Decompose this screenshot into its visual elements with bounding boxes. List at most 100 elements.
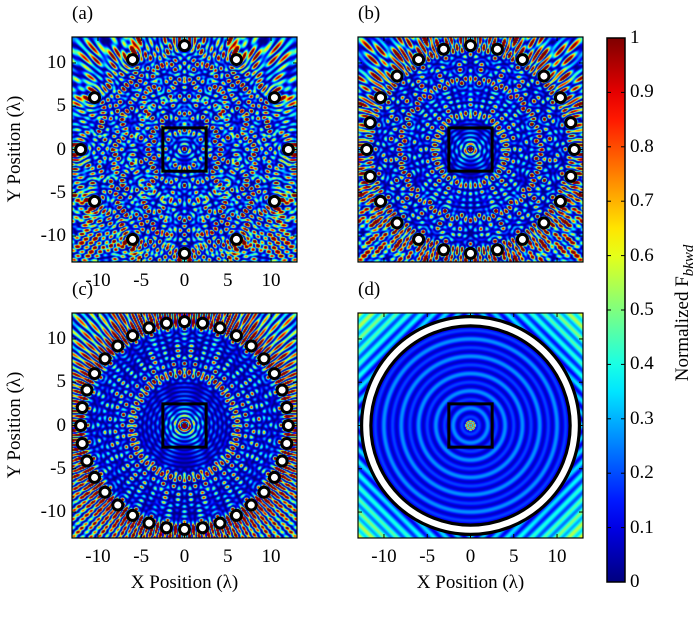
scatterer-cylinder [390, 216, 404, 230]
scatterer-cylinder [515, 53, 529, 67]
axes-frame [71, 312, 298, 539]
colorbar-label-subscript: bkwd [680, 244, 697, 277]
x-tick-label: -10 [85, 270, 111, 291]
scatterer-cylinder [267, 194, 281, 208]
y-axis-label: Y Position (λ) [4, 95, 25, 202]
scatterer-cylinder [88, 91, 102, 105]
scatterer-cylinder [229, 232, 243, 246]
scatterer-cylinder [490, 42, 504, 56]
scatterer-cylinder [281, 143, 295, 156]
x-tick-label: -10 [85, 546, 111, 567]
scatterer-cylinder [88, 470, 102, 484]
scatterer-cylinder [126, 232, 140, 246]
x-tick-label: 10 [261, 270, 281, 291]
panel-label: (a) [72, 3, 94, 24]
colorbar-label-main: Normalized F [672, 276, 694, 382]
y-tick-label: 0 [56, 138, 67, 160]
scatterer-cylinder [363, 116, 377, 130]
scatterer-cylinder [275, 383, 289, 397]
scatterer-cylinder [257, 485, 271, 499]
scatterer-cylinder [363, 169, 377, 183]
scatterer-cylinder [126, 329, 140, 343]
colorbar-tick-label: 0.8 [630, 135, 654, 157]
scatterer-cylinder [196, 521, 210, 535]
scatterer-cylinder [80, 383, 94, 397]
y-tick-label: 0 [56, 414, 67, 436]
scatterer-cylinder [142, 516, 156, 530]
x-tick-label: 5 [223, 270, 233, 291]
axes-frame [71, 36, 298, 263]
scatterer-cylinder [229, 508, 243, 522]
scatterer-cylinder [267, 367, 281, 381]
colorbar-tick-label: 0.3 [630, 407, 654, 429]
y-tick-label: 5 [56, 95, 67, 117]
target-region-box [447, 402, 494, 449]
colorbar-tick-label: 1 [630, 27, 640, 48]
colorbar-label: Normalized Fbkwd [672, 228, 698, 398]
scatterer-cylinder [178, 246, 191, 260]
scatterer-cylinder [553, 91, 567, 105]
scatterer-cylinder [537, 216, 551, 230]
panel-label: (d) [358, 279, 381, 300]
x-tick-label: 5 [509, 546, 519, 567]
axes-frame [357, 312, 584, 539]
y-tick-label: 10 [47, 327, 66, 349]
y-axis-label: Y Position (λ) [4, 371, 25, 478]
colorbar-tick-label: 0.4 [630, 353, 654, 375]
colorbar-tick-label: 0.6 [630, 244, 654, 266]
colorbar-tick-label: 0.2 [630, 462, 654, 484]
scatterer-cylinder [159, 316, 173, 330]
scatterer-cylinder [412, 53, 426, 67]
scatterer-cylinder [126, 508, 140, 522]
colorbar-tick-label: 0.9 [630, 81, 654, 103]
colorbar-tick-label: 0 [630, 571, 640, 592]
colorbar-tick-label: 0.5 [630, 299, 654, 320]
heatmap-c [72, 313, 297, 538]
scatterer-cylinder [126, 53, 140, 67]
scatterer-cylinder [437, 243, 451, 257]
scatterer-cylinder [515, 232, 529, 246]
x-tick-label: 0 [179, 546, 190, 567]
x-tick-label: 0 [179, 270, 190, 291]
y-tick-label: -10 [40, 501, 66, 523]
scatterer-cylinder [111, 498, 125, 512]
x-tick-label: 10 [261, 546, 281, 567]
panel-label: (c) [72, 279, 94, 300]
scatterer-cylinder [244, 339, 258, 353]
y-tick-label: -5 [50, 457, 66, 479]
scatterer-cylinder [537, 69, 551, 83]
scatterer-cylinder [178, 315, 191, 329]
scatterer-cylinder [142, 321, 156, 335]
scatterer-cylinder [229, 329, 243, 343]
scatterer-cylinder [374, 194, 388, 208]
scatterer-cylinder [75, 437, 89, 451]
scatterer-cylinder [75, 400, 89, 414]
scatterer-cylinder [88, 194, 102, 208]
x-tick-label: 10 [547, 546, 567, 567]
target-region-box [447, 126, 494, 173]
scatterer-cylinder [267, 91, 281, 105]
x-tick-label: -5 [133, 270, 150, 291]
x-tick-label: -5 [419, 546, 436, 567]
scatterer-cylinder [280, 400, 294, 414]
heatmap-a [72, 37, 297, 262]
axes-frame [357, 36, 584, 263]
scatterer-cylinder [98, 485, 112, 499]
target-region-box [161, 402, 208, 449]
scatterer-cylinder [244, 498, 258, 512]
scatterer-cylinder [280, 437, 294, 451]
scatterer-cylinder [80, 454, 94, 468]
scatterer-cylinder [111, 339, 125, 353]
scatterer-cylinder [88, 367, 102, 381]
scatterer-cylinder [98, 352, 112, 366]
scatterer-cylinder [74, 419, 88, 432]
scatterer-cylinder [74, 143, 88, 156]
x-tick-label: 0 [465, 546, 476, 567]
scatterer-cylinder [267, 470, 281, 484]
y-tick-label: -5 [50, 181, 66, 203]
x-tick-label: -10 [371, 546, 397, 567]
y-tick-label: -10 [40, 225, 66, 247]
scatterer-cylinder [490, 243, 504, 257]
